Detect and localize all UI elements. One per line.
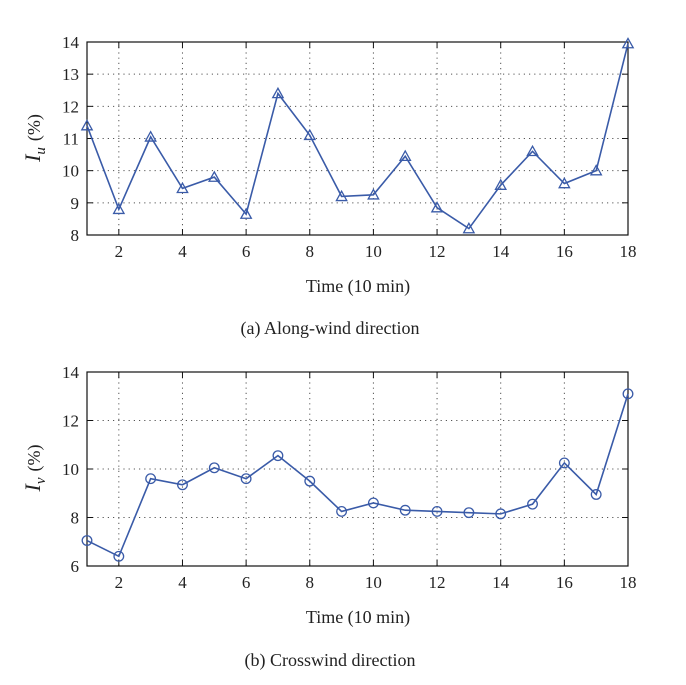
x-tick-label: 14 <box>492 242 510 261</box>
data-point <box>558 176 571 189</box>
x-axis-title: Time (10 min) <box>306 607 410 628</box>
y-axis-subscript: v <box>33 477 49 484</box>
y-tick-label: 13 <box>62 65 79 84</box>
chart-caption: (a) Along-wind direction <box>241 318 420 339</box>
data-point <box>463 507 475 519</box>
y-axis-symbol: I <box>20 153 45 163</box>
data-point <box>527 498 538 510</box>
x-tick-label: 8 <box>306 573 315 592</box>
x-tick-label: 12 <box>429 242 446 261</box>
data-point <box>239 207 253 219</box>
x-tick-label: 6 <box>242 573 251 592</box>
y-tick-label: 12 <box>62 412 79 431</box>
y-tick-label: 6 <box>71 557 80 576</box>
y-tick-label: 14 <box>62 363 80 382</box>
chart-along-wind: Time (10 min) (a) Along-wind direction I… <box>20 33 637 339</box>
y-axis-symbol: I <box>20 482 45 492</box>
data-point <box>272 450 284 462</box>
data-point <box>176 181 189 194</box>
data-point <box>113 550 125 562</box>
data-point <box>462 222 476 234</box>
data-point <box>526 144 539 157</box>
x-tick-label: 16 <box>556 242 573 261</box>
x-tick-label: 14 <box>492 573 510 592</box>
data-point <box>336 505 348 517</box>
data-point <box>304 475 316 487</box>
chart-crosswind: Time (10 min) (b) Crosswind direction Iv… <box>20 363 637 671</box>
y-axis-title: Iv (%) <box>20 445 49 493</box>
x-tick-label: 12 <box>429 573 446 592</box>
x-tick-label: 6 <box>242 242 251 261</box>
series-line <box>86 43 629 230</box>
data-point <box>145 473 157 485</box>
x-tick-label: 18 <box>620 242 637 261</box>
x-axis-title: Time (10 min) <box>306 276 410 297</box>
y-axis-unit: (%) <box>24 445 45 472</box>
y-tick-label: 10 <box>62 162 79 181</box>
y-tick-label: 8 <box>71 509 80 528</box>
data-point <box>208 462 220 474</box>
x-tick-label: 16 <box>556 573 573 592</box>
y-tick-label: 12 <box>62 97 79 116</box>
data-point <box>622 388 634 400</box>
x-tick-label: 10 <box>365 242 382 261</box>
data-point <box>207 170 221 182</box>
data-point <box>112 202 126 215</box>
y-tick-label: 11 <box>63 130 79 149</box>
data-point <box>81 535 93 546</box>
data-point <box>271 86 285 99</box>
series-line <box>86 393 629 558</box>
data-point <box>431 505 443 517</box>
y-tick-label: 9 <box>71 194 80 213</box>
data-point <box>399 504 411 516</box>
data-point <box>621 37 635 49</box>
data-point <box>367 188 380 200</box>
data-point <box>335 189 348 202</box>
x-tick-label: 10 <box>365 573 382 592</box>
data-point <box>590 489 602 500</box>
data-point <box>367 497 379 509</box>
x-tick-label: 8 <box>306 242 315 261</box>
y-tick-label: 14 <box>62 33 80 52</box>
data-point <box>430 201 444 213</box>
chart-caption: (b) Crosswind direction <box>245 650 416 671</box>
x-tick-label: 4 <box>178 573 187 592</box>
y-tick-label: 8 <box>71 226 80 245</box>
x-tick-label: 2 <box>115 573 124 592</box>
x-tick-label: 18 <box>620 573 637 592</box>
y-axis-title: Iu (%) <box>20 114 49 163</box>
data-point <box>495 508 507 520</box>
data-point <box>589 164 603 176</box>
y-axis-unit: (%) <box>24 114 45 141</box>
y-tick-label: 10 <box>62 460 79 479</box>
data-point <box>177 479 188 491</box>
data-point <box>494 178 508 190</box>
y-axis-subscript: u <box>33 147 49 155</box>
data-point <box>398 149 412 162</box>
x-tick-label: 2 <box>115 242 124 261</box>
data-point <box>144 130 157 142</box>
data-point <box>303 128 317 141</box>
data-point <box>80 119 94 131</box>
data-point <box>558 457 570 469</box>
x-tick-label: 4 <box>178 242 187 261</box>
data-point <box>240 473 252 485</box>
